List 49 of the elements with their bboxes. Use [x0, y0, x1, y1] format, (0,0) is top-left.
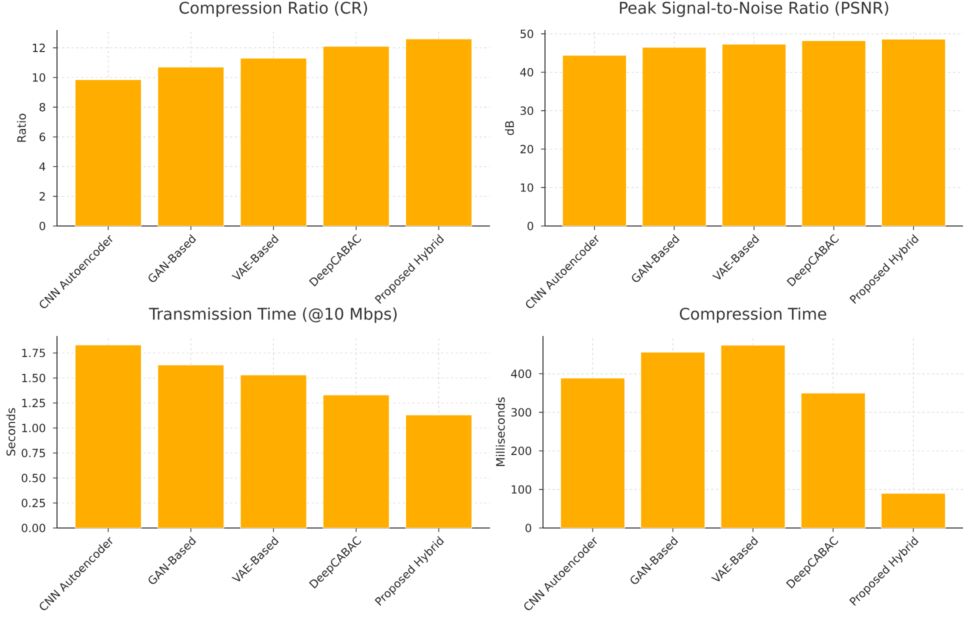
y-tick-label: 0.00	[22, 524, 46, 532]
y-tick-label: 0	[528, 222, 534, 230]
y-tick-label: 200	[511, 446, 532, 456]
y-tick-label: 0	[40, 222, 46, 230]
y-tick-label: 300	[511, 408, 532, 417]
y-tick-label: 0.50	[22, 474, 46, 482]
bar	[720, 344, 786, 528]
chart-title: Compression Ratio (CR)	[179, 1, 368, 17]
bar	[800, 392, 866, 528]
y-tick-label: 50	[520, 30, 534, 38]
y-tick-label: 10	[520, 183, 534, 192]
bar	[240, 58, 307, 226]
y-axis-title: dB	[504, 121, 514, 136]
y-tick-label: 1.25	[22, 398, 45, 408]
bar	[158, 364, 224, 528]
bar	[322, 46, 390, 226]
bar	[74, 79, 142, 226]
bar	[158, 66, 224, 226]
y-tick-label: 0.75	[22, 448, 45, 458]
y-tick-label: 8	[40, 102, 46, 112]
y-tick-label: 0.25	[22, 498, 45, 508]
chart-title: Transmission Time (@10 Mbps)	[148, 307, 397, 323]
y-axis-title: Milliseconds	[496, 397, 505, 466]
bar	[74, 344, 142, 528]
y-tick-label: 40	[520, 68, 534, 76]
y-tick-label: 10	[32, 73, 46, 82]
y-axis-title: Seconds	[6, 408, 16, 456]
chart-title: Peak Signal-to-Noise Ratio (PSNR)	[620, 1, 888, 17]
y-tick-label: 1.00	[22, 424, 46, 432]
bar	[560, 378, 626, 528]
y-tick-label: 20	[520, 144, 534, 154]
y-tick-label: 4	[39, 162, 46, 171]
y-axis-title: Ratio	[16, 114, 26, 142]
bar	[640, 352, 706, 528]
y-tick-label: 1.50	[22, 374, 46, 382]
bar	[880, 492, 946, 528]
bar	[240, 374, 307, 528]
y-tick-label: 0	[526, 524, 532, 532]
bar	[405, 414, 472, 528]
bar	[322, 394, 390, 528]
chart-title: Compression Time	[680, 307, 826, 323]
y-tick-label: 6	[40, 132, 46, 142]
y-tick-label: 1.75	[22, 348, 45, 358]
y-tick-label: 30	[520, 106, 534, 115]
bar	[405, 38, 472, 226]
y-tick-label: 400	[511, 370, 532, 378]
y-tick-label: 12	[32, 44, 45, 52]
y-tick-label: 2	[40, 192, 45, 200]
y-tick-label: 100	[512, 485, 532, 494]
